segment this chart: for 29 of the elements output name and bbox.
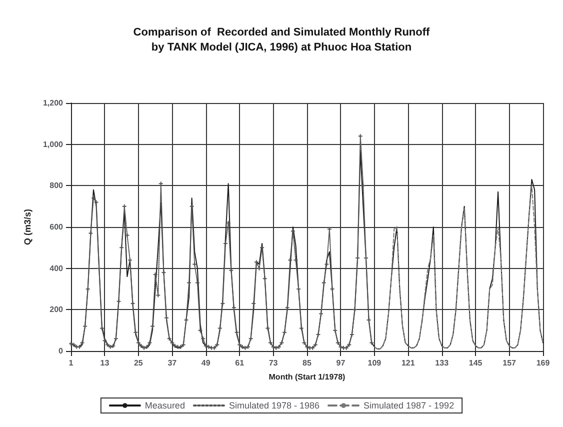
y-tick-label: 600 xyxy=(50,222,64,232)
x-tick-label: 85 xyxy=(302,358,312,368)
line-series xyxy=(374,185,544,350)
x-tick-label: 25 xyxy=(134,358,144,368)
x-tick-label: 157 xyxy=(502,358,517,368)
x-tick-label: 61 xyxy=(235,358,245,368)
x-tick-label: 13 xyxy=(100,358,110,368)
legend-label: Measured xyxy=(144,400,185,410)
x-axis-title: Month (Start 1/1978) xyxy=(268,372,346,382)
y-axis-title: Q (m3/s) xyxy=(22,208,33,246)
y-tick-label: 400 xyxy=(50,264,64,273)
x-tick-label: 73 xyxy=(268,358,278,368)
x-tick-label: 49 xyxy=(201,358,211,368)
y-tick-label: 800 xyxy=(50,181,64,190)
chart-title: Comparison of Recorded and Simulated Monthly Runoff by TANK Model (JICA, 1996) at Phuoc Hoa Station xyxy=(133,26,430,54)
x-tick-label: 121 xyxy=(401,358,416,368)
x-tick-label: 1 xyxy=(68,358,74,368)
x-tick-label: 169 xyxy=(536,358,550,368)
y-tick-label: 200 xyxy=(50,305,64,314)
x-tick-label: 145 xyxy=(468,358,483,368)
x-tick-label: 97 xyxy=(336,358,346,368)
x-tick-label: 133 xyxy=(435,358,450,368)
legend-label: Simulated 1987 - 1992 xyxy=(364,400,454,410)
y-tick-label: 0 xyxy=(58,346,64,356)
x-tick-label: 109 xyxy=(368,358,382,368)
x-tick-label: 37 xyxy=(168,358,178,368)
y-tick-label: 1,000 xyxy=(42,140,64,149)
y-tick-label: 1,200 xyxy=(42,98,64,108)
legend-label: Simulated 1978 - 1986 xyxy=(228,400,320,410)
